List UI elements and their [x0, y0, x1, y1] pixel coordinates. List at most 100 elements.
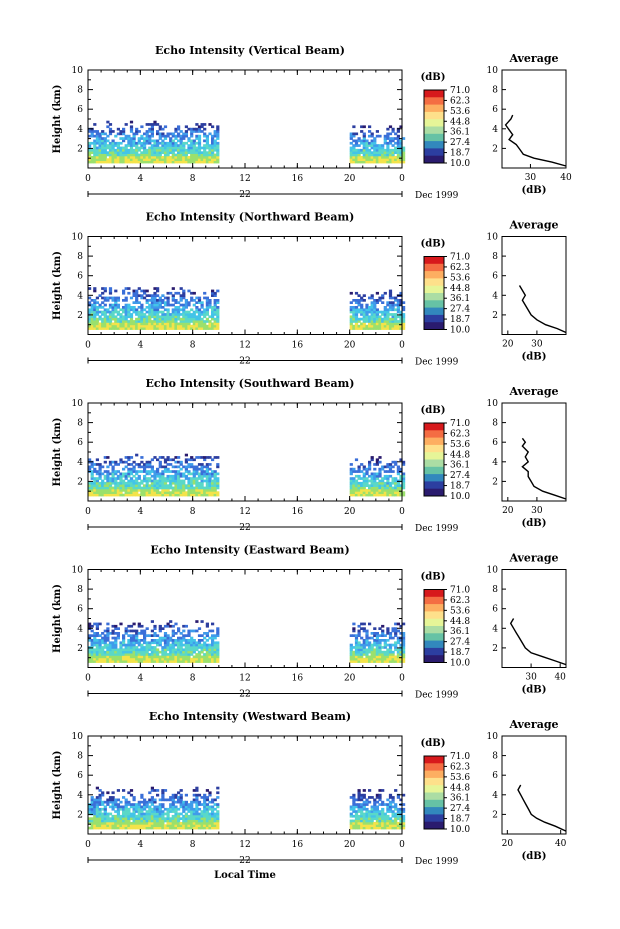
heatmap-cell	[88, 151, 92, 154]
heatmap-cell	[200, 151, 204, 154]
heatmap-cell	[90, 463, 94, 466]
heatmap-cell	[111, 657, 115, 661]
heatmap-cell	[216, 327, 220, 330]
heatmap-cell	[184, 141, 188, 145]
heatmap-cell	[190, 463, 194, 466]
y-axis-label: Height (km)	[52, 85, 63, 154]
heatmap-cell	[119, 477, 123, 480]
heatmap-cell	[184, 624, 188, 628]
heatmap-cell	[122, 156, 126, 159]
colorbar-swatch	[424, 611, 444, 620]
heatmap-cell	[114, 660, 118, 663]
average-y-tick-label: 8	[492, 86, 498, 96]
heatmap-cell	[354, 158, 359, 161]
heatmap-cell	[95, 308, 99, 312]
heatmap-cell	[95, 641, 99, 645]
heatmap-cell	[211, 824, 215, 827]
heatmap-cell	[174, 493, 178, 497]
heatmap-cell	[148, 151, 152, 154]
heatmap-cell	[184, 301, 188, 304]
heatmap-cell	[373, 151, 377, 154]
heatmap-cell	[163, 657, 168, 661]
heatmap-cell	[135, 130, 139, 133]
heatmap-cell	[192, 470, 196, 473]
heatmap-cell	[158, 153, 162, 157]
heatmap-cell	[200, 491, 204, 494]
heatmap-cell	[116, 489, 120, 492]
heatmap-cell	[205, 814, 209, 818]
heatmap-cell	[143, 486, 147, 490]
heatmap-cell	[132, 479, 136, 483]
heatmap-cell	[190, 327, 194, 330]
heatmap-cell	[211, 622, 215, 626]
heatmap-cell	[368, 819, 372, 823]
heatmap-cell	[399, 639, 403, 642]
heatmap-cell	[349, 824, 353, 827]
heatmap-cell	[124, 653, 128, 656]
heatmap-cell	[190, 657, 194, 661]
heatmap-cell	[349, 151, 353, 154]
heatmap-cell	[156, 310, 160, 314]
heatmap-cell	[352, 299, 356, 302]
heatmap-cell	[127, 484, 131, 487]
heatmap-cell	[150, 320, 154, 323]
heatmap-cell	[127, 655, 131, 659]
heatmap-cell	[90, 465, 94, 469]
heatmap-cell	[88, 660, 92, 663]
heatmap-cell	[124, 627, 128, 630]
heatmap-cell	[216, 144, 220, 147]
heatmap-cell	[166, 477, 170, 480]
heatmap-cell	[213, 826, 217, 830]
heatmap-cell	[402, 493, 406, 497]
heatmap-cell	[354, 650, 359, 654]
beam-panel: Echo Intensity (Eastward Beam)246810Heig…	[52, 544, 567, 701]
heatmap-cell	[352, 489, 356, 492]
average-y-tick-label: 10	[487, 566, 499, 576]
heatmap-cell	[98, 144, 102, 147]
heatmap-cell	[93, 146, 97, 150]
heatmap-cell	[197, 793, 202, 797]
heatmap-cell	[381, 481, 385, 485]
heatmap-cell	[370, 493, 374, 497]
heatmap-cell	[163, 313, 168, 316]
heatmap-cell	[205, 465, 209, 469]
heatmap-cell	[197, 807, 202, 811]
heatmap-cell	[88, 819, 92, 823]
heatmap-cell	[153, 287, 157, 290]
heatmap-cell	[375, 299, 379, 302]
heatmap-cell	[148, 826, 152, 830]
heatmap-cell	[370, 810, 374, 813]
heatmap-cell	[200, 130, 204, 133]
colorbar-level: 36.1	[450, 128, 470, 138]
heatmap-cell	[388, 474, 393, 478]
heatmap-cell	[143, 289, 147, 293]
heatmap-cell	[370, 826, 374, 830]
heatmap-cell	[373, 146, 377, 150]
heatmap-cell	[166, 822, 170, 825]
heatmap-cell	[111, 296, 115, 300]
heatmap-cell	[381, 296, 385, 300]
heatmap-cell	[174, 810, 178, 813]
heatmap-cell	[182, 322, 186, 326]
heatmap-cell	[190, 130, 194, 133]
heatmap-cell	[137, 477, 141, 480]
colorbar-swatch	[424, 141, 444, 149]
heatmap-cell	[190, 641, 194, 645]
heatmap-cell	[132, 322, 136, 326]
heatmap-cell	[200, 484, 204, 487]
heatmap-cell	[127, 650, 131, 654]
heatmap-cell	[161, 127, 165, 131]
heatmap-cell	[213, 641, 217, 645]
heatmap-cell	[192, 810, 196, 813]
heatmap-cell	[360, 491, 364, 494]
heatmap-cell	[140, 320, 144, 323]
heatmap-cell	[388, 291, 393, 295]
heatmap-cell	[143, 324, 147, 328]
heatmap-cell	[88, 807, 92, 811]
heatmap-cell	[370, 144, 374, 147]
heatmap-cell	[90, 648, 94, 652]
heatmap-cell	[166, 657, 170, 661]
colorbar: 71.062.353.644.836.127.418.710.0	[423, 419, 470, 502]
heatmap-cell	[135, 296, 139, 300]
heatmap-cell	[161, 146, 165, 150]
